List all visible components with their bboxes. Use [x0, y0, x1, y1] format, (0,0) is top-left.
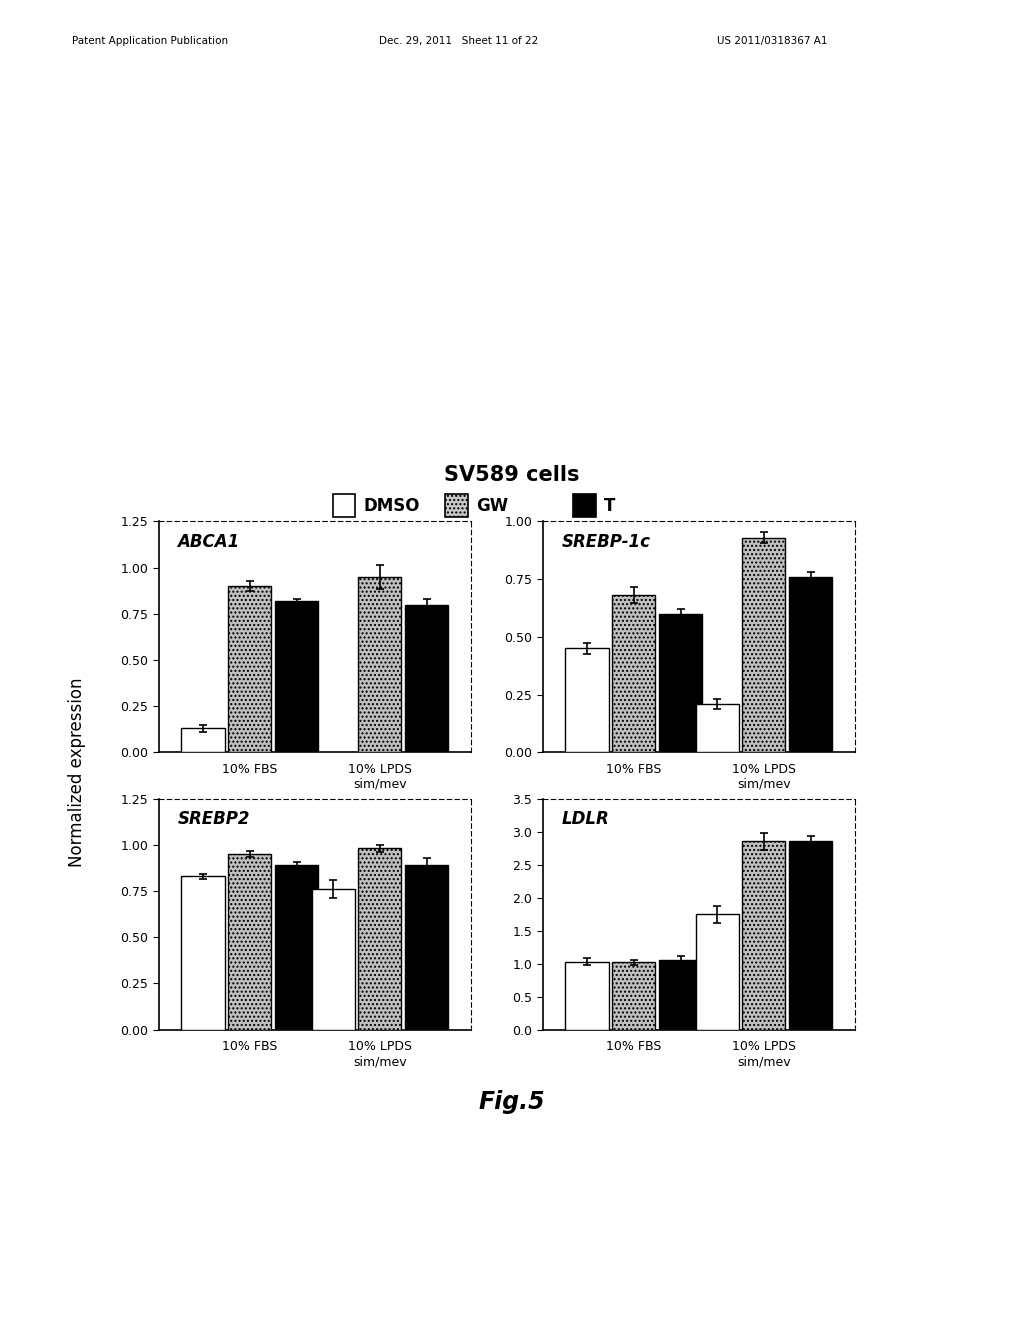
- Text: Dec. 29, 2011   Sheet 11 of 22: Dec. 29, 2011 Sheet 11 of 22: [379, 36, 539, 46]
- Bar: [565, 961, 608, 1030]
- Text: SREBP-1c: SREBP-1c: [561, 533, 650, 550]
- Text: Normalized expression: Normalized expression: [68, 677, 86, 867]
- Bar: [406, 865, 449, 1030]
- Bar: [358, 849, 401, 1030]
- Bar: [695, 913, 738, 1030]
- Text: GW: GW: [476, 496, 508, 515]
- Bar: [275, 601, 318, 752]
- Text: Fig.5: Fig.5: [478, 1090, 546, 1114]
- Text: LDLR: LDLR: [561, 810, 609, 828]
- Bar: [790, 842, 833, 1030]
- Text: US 2011/0318367 A1: US 2011/0318367 A1: [717, 36, 827, 46]
- Bar: [659, 614, 702, 752]
- Bar: [311, 890, 354, 1030]
- Text: ABCA1: ABCA1: [177, 533, 240, 550]
- Bar: [275, 865, 318, 1030]
- Bar: [181, 729, 224, 752]
- Bar: [565, 648, 608, 752]
- Text: Patent Application Publication: Patent Application Publication: [72, 36, 227, 46]
- Bar: [695, 704, 738, 752]
- Bar: [790, 577, 833, 752]
- Bar: [406, 605, 449, 752]
- Bar: [228, 586, 271, 752]
- Bar: [181, 876, 224, 1030]
- Bar: [612, 962, 655, 1030]
- Text: DMSO: DMSO: [364, 496, 420, 515]
- Bar: [742, 842, 785, 1030]
- Bar: [659, 960, 702, 1030]
- Text: SREBP2: SREBP2: [177, 810, 250, 828]
- Bar: [612, 595, 655, 752]
- Text: SV589 cells: SV589 cells: [444, 465, 580, 486]
- Bar: [358, 577, 401, 752]
- Text: T: T: [604, 496, 615, 515]
- Bar: [742, 537, 785, 752]
- Bar: [228, 854, 271, 1030]
